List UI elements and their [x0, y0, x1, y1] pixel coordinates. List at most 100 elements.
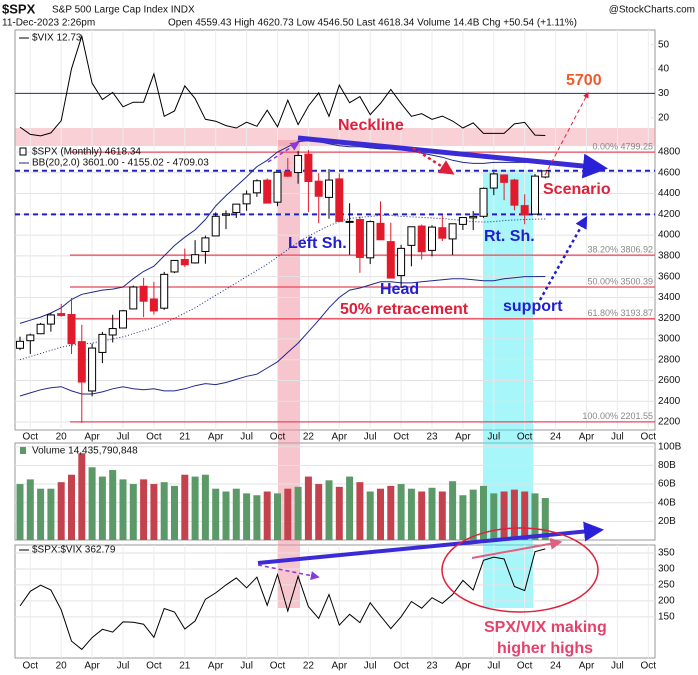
candle-body [273, 171, 282, 203]
candle-body [448, 223, 457, 240]
x-tick-label: Oct [393, 432, 409, 443]
legend-entry: Volume 14,435,790,848 [32, 446, 138, 457]
volume-bar [490, 493, 498, 540]
x-tick-label: Jul [611, 661, 624, 672]
x-tick-label: Oct [641, 432, 657, 443]
arrow [267, 142, 300, 163]
x-tick-label: Apr [332, 661, 348, 672]
volume-bar [315, 484, 323, 540]
volume-bar [232, 488, 240, 540]
candle-body [469, 215, 478, 219]
candle-body [479, 187, 488, 217]
volume-bar [335, 486, 343, 540]
x-tick-label: Apr [332, 432, 348, 443]
candle-body [458, 217, 467, 225]
y-tick-label: 3600 [658, 271, 681, 282]
arrow [538, 215, 588, 301]
legend-entry: $VIX 12.73 [32, 33, 82, 44]
volume-bar [37, 488, 45, 540]
y-tick-label: 4600 [658, 167, 681, 178]
x-tick-label: Jul [487, 432, 500, 443]
y-tick-label: 3000 [658, 334, 681, 345]
volume-bar [366, 491, 374, 540]
candle-body [355, 219, 364, 258]
date: 11-Dec-2023 2:26pm [2, 18, 95, 29]
arrow [412, 146, 455, 175]
candle-body [376, 222, 385, 241]
volume-bar [57, 482, 65, 540]
price-panel [14, 29, 656, 431]
annotation: Head [380, 281, 419, 298]
ratio-panel [14, 544, 656, 659]
x-tick-label: 20 [56, 432, 68, 443]
candle-body [510, 179, 519, 206]
volume-bar [449, 481, 457, 540]
y-tick-label: 40 [658, 64, 670, 75]
highlight-ellipse [441, 527, 599, 613]
x-tick-label: Oct [146, 432, 162, 443]
x-tick-label: 24 [550, 661, 562, 672]
x-tick-label: Jul [364, 432, 377, 443]
y-tick-label: 30 [658, 88, 670, 99]
candle-body [366, 221, 375, 259]
volume-bar [78, 453, 86, 540]
volume-bar [428, 487, 436, 540]
legend-entry: $SPX:$VIX 362.79 [32, 545, 116, 556]
y-tick-label: 20 [658, 112, 670, 123]
vix-line [19, 34, 546, 137]
volume-bar [521, 491, 529, 540]
candle-body [335, 178, 344, 222]
candle-body [180, 258, 189, 266]
volume-panel [14, 442, 656, 541]
symbol: $SPX [2, 1, 36, 16]
volume-bar [407, 488, 415, 540]
volume-bar [438, 491, 446, 540]
volume-bar [68, 474, 75, 540]
source: @StockCharts.com [609, 5, 695, 16]
volume-bar [88, 467, 96, 540]
candle-body [119, 310, 127, 329]
volume-bar [500, 491, 508, 540]
y-tick-label: 3800 [658, 250, 681, 261]
x-tick-label: Oct [393, 661, 409, 672]
candle-body [77, 341, 86, 383]
y-tick-label: 2200 [658, 417, 681, 428]
arrow [471, 537, 563, 559]
volume-bar [253, 495, 261, 540]
volume-bar [325, 480, 333, 540]
vix-highlight-band [15, 128, 655, 146]
annotations: 5700 Neckline Scenario Left Sh. Rt. Sh. … [257, 72, 611, 657]
x-tick-label: Oct [270, 432, 286, 443]
y-tick-label: 40B [658, 497, 676, 508]
volume-bar [284, 488, 292, 540]
x-tick-label: Apr [455, 661, 471, 672]
y-tick-label: 200 [658, 596, 675, 607]
annotation: 50% retracement [340, 301, 469, 318]
annotation: Neckline [338, 117, 404, 134]
volume-bar [129, 484, 137, 540]
candle-body [304, 153, 313, 183]
volume-bar [397, 484, 405, 540]
candle-body [170, 259, 179, 273]
y-tick-label: 250 [658, 580, 675, 591]
instrument-name: S&P 500 Large Cap Index INDX [52, 5, 195, 16]
volume-bar [119, 479, 127, 540]
candle-body [397, 247, 406, 277]
candle-body [191, 254, 200, 264]
x-tick-label: Apr [455, 432, 471, 443]
y-tick-label: 4400 [658, 188, 681, 199]
candle-body [67, 314, 76, 345]
x-tick-label: Jul [364, 661, 377, 672]
candle-body [211, 215, 220, 237]
bb-upper [19, 140, 546, 324]
y-tick-label: 3200 [658, 313, 681, 324]
volume-bar [160, 482, 168, 540]
ratio-line [19, 548, 546, 651]
arrow [544, 91, 589, 176]
x-tick-label: Jul [117, 661, 130, 672]
candle-body [16, 340, 24, 349]
candle-body [531, 175, 539, 215]
volume-bar [387, 485, 395, 540]
volume-bar [294, 486, 302, 540]
